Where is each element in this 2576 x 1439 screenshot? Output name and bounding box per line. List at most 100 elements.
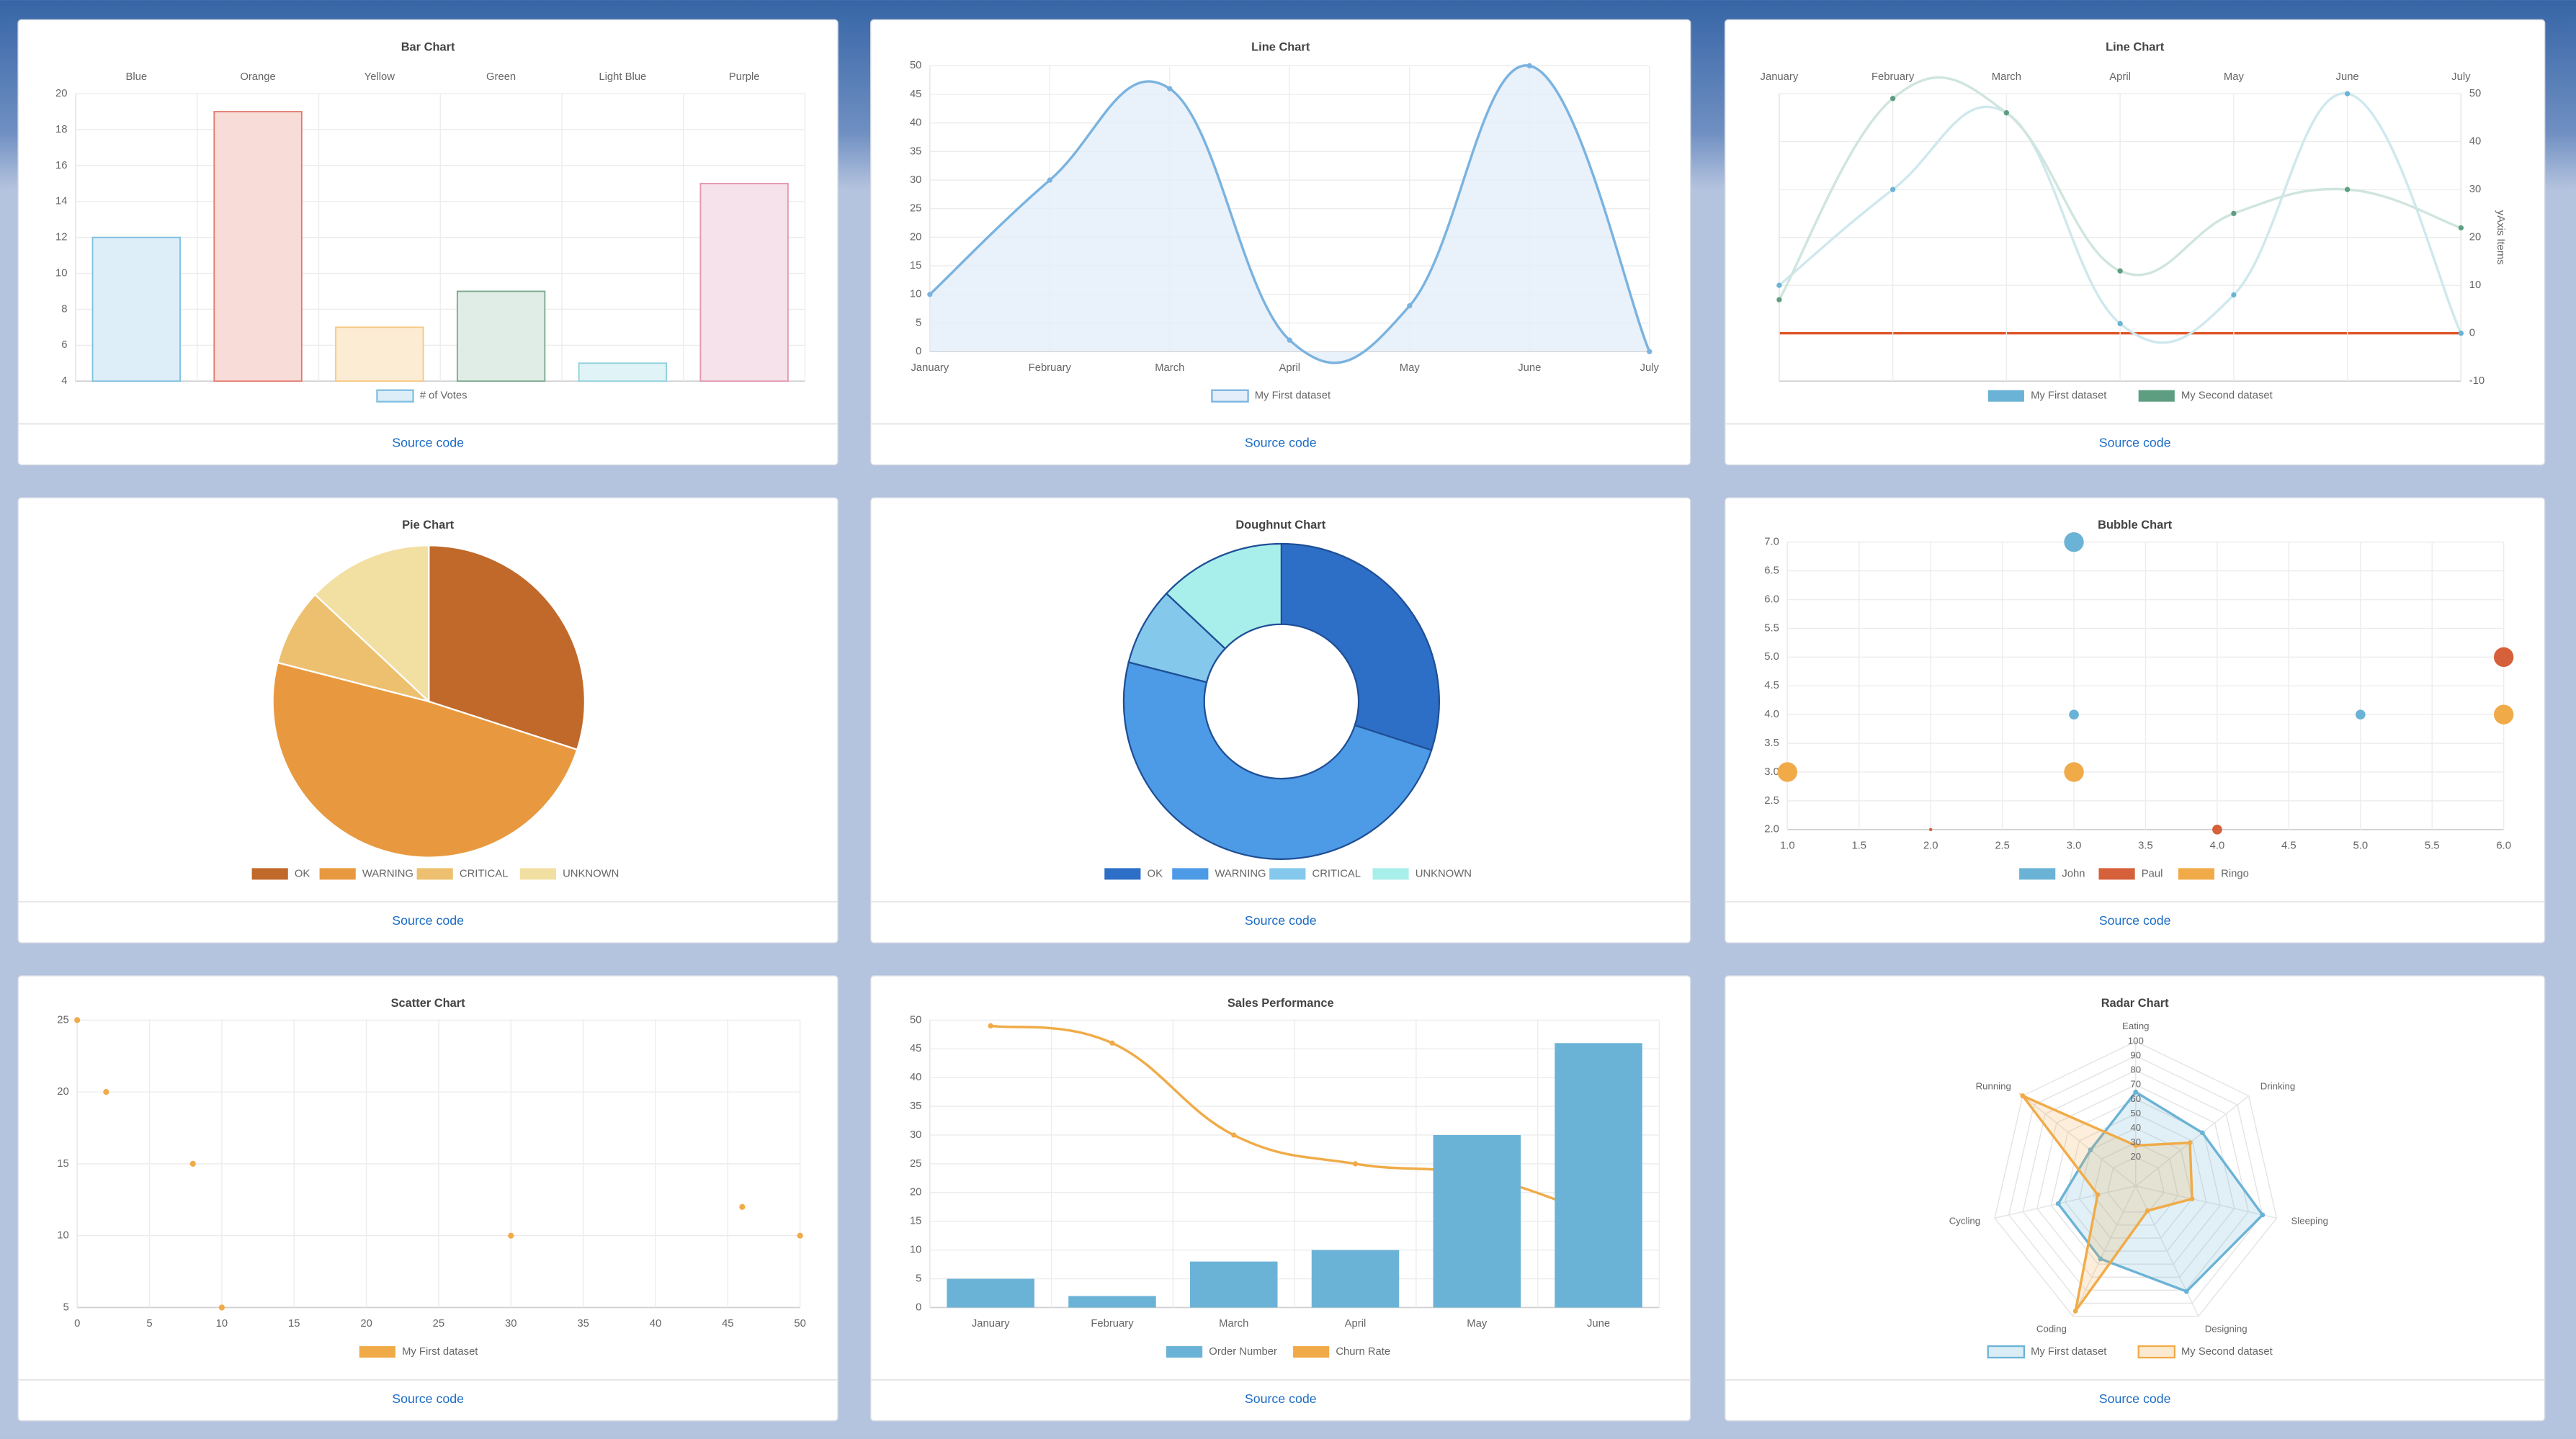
radar-spoke xyxy=(1994,1185,2136,1219)
bar xyxy=(213,111,303,382)
bar xyxy=(1311,1250,1400,1308)
y-tick-label: 4 xyxy=(61,375,67,387)
radar-tick-label: 20 xyxy=(2130,1151,2141,1162)
x-tick-label: 6.0 xyxy=(2496,840,2511,852)
legend-swatch xyxy=(1104,868,1141,880)
bubble xyxy=(1928,828,1933,832)
source-code-link[interactable]: Source code xyxy=(2099,436,2171,450)
legend-swatch xyxy=(416,868,453,880)
radar-tick-label: 50 xyxy=(2130,1108,2141,1119)
radar-spoke xyxy=(2135,1185,2199,1317)
legend-label: My First dataset xyxy=(402,1346,478,1358)
source-code-link[interactable]: Source code xyxy=(2099,913,2171,928)
legend-swatch xyxy=(359,1346,395,1358)
x-tick-label: Yellow xyxy=(365,71,395,83)
x-tick-label: April xyxy=(2109,71,2131,83)
card xyxy=(870,497,1691,943)
legend-label: My First dataset xyxy=(2031,390,2106,402)
x-tick-label: July xyxy=(2451,71,2471,83)
source-code-link[interactable]: Source code xyxy=(1245,436,1317,450)
legend-label: Churn Rate xyxy=(1336,1346,1390,1358)
radar-point xyxy=(2187,1140,2193,1146)
x-tick-label: March xyxy=(1992,71,2021,83)
y-tick-label: 5 xyxy=(63,1301,69,1313)
x-tick-label: July xyxy=(1640,362,1660,374)
slice xyxy=(428,544,586,751)
scatter-point xyxy=(739,1203,746,1210)
legend-swatch xyxy=(1293,1346,1330,1358)
radar-grid xyxy=(2022,1070,2250,1291)
bubble xyxy=(2064,762,2084,782)
legend-label: My Second dataset xyxy=(2181,1346,2273,1358)
y-tick-label: 4.5 xyxy=(1764,680,1779,691)
y-tick-label: 15 xyxy=(910,260,921,272)
source-code-link[interactable]: Source code xyxy=(392,1391,464,1406)
x-tick-label: 4.5 xyxy=(2281,840,2297,852)
slice xyxy=(1165,542,1283,650)
line-point xyxy=(1526,63,1532,68)
y-tick-label: 2.5 xyxy=(1764,795,1779,807)
scatter-point xyxy=(189,1160,196,1167)
chart-title: Scatter Chart xyxy=(391,997,466,1010)
x-tick-label: June xyxy=(2336,71,2359,83)
line xyxy=(1778,92,2462,344)
y-tick-label: 0 xyxy=(2469,328,2475,339)
radar-grid xyxy=(2008,1055,2263,1304)
y-tick-label: 40 xyxy=(910,117,921,129)
legend-swatch xyxy=(1987,1345,2026,1359)
source-code-link[interactable]: Source code xyxy=(1245,913,1317,928)
source-code-link[interactable]: Source code xyxy=(1245,1391,1317,1406)
y-tick-label: 10 xyxy=(2469,279,2481,291)
card xyxy=(1724,975,2546,1422)
legend-label: UNKNOWN xyxy=(1416,868,1472,879)
radar-point xyxy=(2098,1256,2103,1262)
x-tick-label: 5.0 xyxy=(2353,840,2368,852)
radar-grid xyxy=(2050,1098,2221,1265)
source-code-link[interactable]: Source code xyxy=(392,436,464,450)
x-tick-label: 15 xyxy=(288,1318,300,1330)
radar-point xyxy=(2133,1089,2139,1095)
line-point xyxy=(1889,96,1896,102)
y-tick-label: 25 xyxy=(57,1014,68,1026)
y-tick-label: 30 xyxy=(2469,184,2481,195)
x-tick-label: Light Blue xyxy=(599,71,646,83)
x-tick-label: 3.0 xyxy=(2067,840,2082,852)
y-tick-label: 0 xyxy=(916,346,921,357)
radar-point xyxy=(2055,1201,2061,1206)
radar-label: Designing xyxy=(2205,1324,2248,1335)
x-tick-label: 1.0 xyxy=(1780,840,1795,852)
x-tick-label: Orange xyxy=(240,71,275,83)
legend-swatch xyxy=(2019,868,2056,880)
legend-label: WARNING xyxy=(1215,868,1266,879)
radar-point xyxy=(2260,1212,2266,1218)
source-code-link[interactable]: Source code xyxy=(2099,1391,2171,1406)
x-tick-label: 4.0 xyxy=(2210,840,2225,852)
x-tick-label: February xyxy=(1091,1318,1134,1330)
x-tick-label: 2.5 xyxy=(1995,840,2010,852)
radar-point xyxy=(2095,1192,2101,1198)
chart-title: Doughnut Chart xyxy=(1235,519,1325,532)
line-point xyxy=(1889,187,1896,192)
x-tick-label: 50 xyxy=(794,1318,805,1330)
radar-tick-label: 40 xyxy=(2130,1122,2141,1133)
y-tick-label: 35 xyxy=(910,145,921,157)
source-code-link[interactable]: Source code xyxy=(392,913,464,928)
line-point xyxy=(1109,1040,1115,1046)
radar-label: Cycling xyxy=(1949,1215,1980,1226)
x-tick-label: 0 xyxy=(74,1318,80,1330)
x-tick-label: May xyxy=(2224,71,2245,83)
bar xyxy=(1189,1261,1278,1308)
line-point xyxy=(1407,303,1413,309)
line-point xyxy=(927,292,933,297)
radar-point xyxy=(2072,1308,2078,1314)
chart-title: Pie Chart xyxy=(402,519,455,532)
legend-swatch xyxy=(1211,389,1249,403)
card xyxy=(1724,19,2546,466)
radar-spoke xyxy=(2135,1185,2277,1219)
y-tick-label: 10 xyxy=(55,267,67,279)
x-tick-label: April xyxy=(1279,362,1300,374)
y-tick-label: 25 xyxy=(910,203,921,215)
legend-swatch xyxy=(251,868,288,880)
line xyxy=(929,64,1651,364)
y-tick-label: 6.0 xyxy=(1764,593,1779,605)
